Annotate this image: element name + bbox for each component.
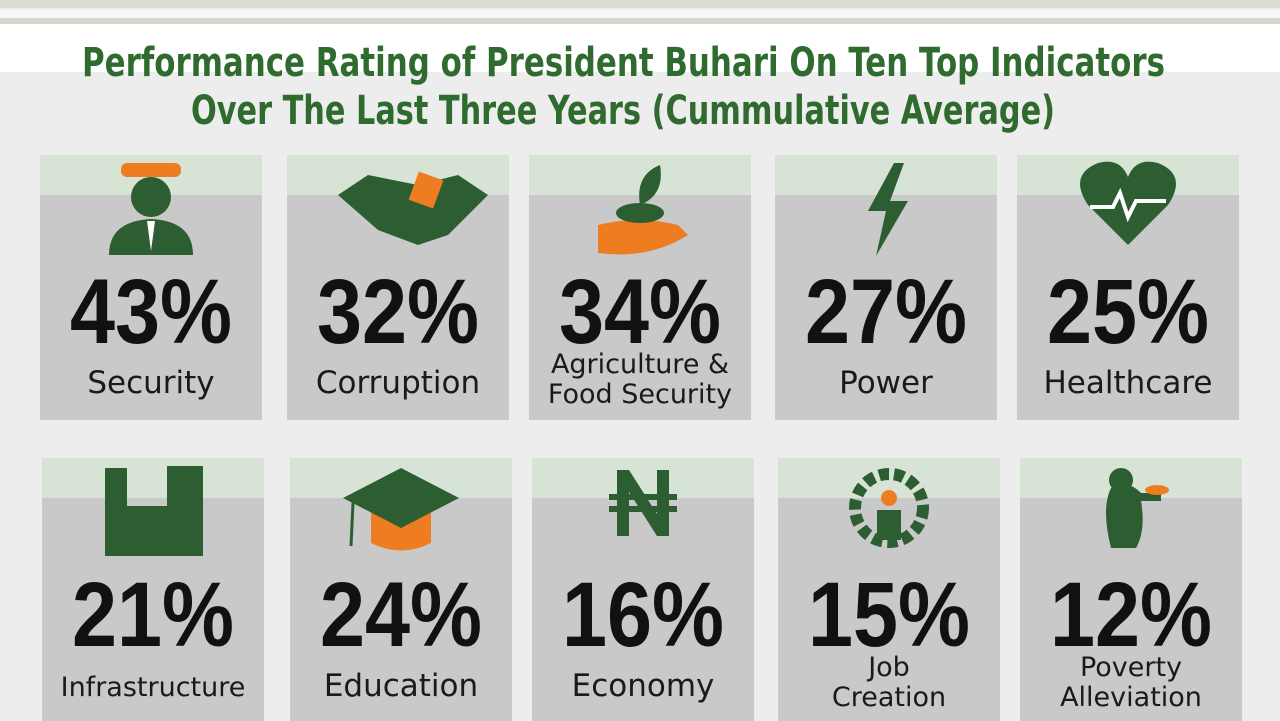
indicator-tile: 24%Education (290, 458, 512, 721)
indicator-tile: 34%Agriculture &Food Security (529, 155, 751, 420)
icon (131, 177, 171, 217)
indicator-label: Job (866, 652, 910, 683)
icon (105, 468, 127, 556)
indicator-label: Alleviation (1060, 682, 1202, 713)
icon (881, 490, 897, 506)
indicator-tile: 25%Healthcare (1017, 155, 1239, 420)
indicator-tile: 43%Security (40, 155, 262, 420)
icon (849, 468, 929, 548)
top-stripe (0, 0, 1280, 8)
percentage: 34% (559, 261, 721, 363)
icon (349, 502, 355, 547)
indicator-label: Creation (832, 682, 946, 713)
icon (868, 163, 908, 256)
icon (338, 175, 488, 245)
title-line: Performance Rating of President Buhari O… (82, 40, 1165, 86)
icon (609, 494, 677, 500)
percentage: 43% (70, 261, 232, 363)
top-stripe (0, 18, 1280, 24)
indicator-label: Agriculture & (551, 349, 729, 380)
indicator-label: Poverty (1080, 652, 1182, 683)
indicator-label: Corruption (316, 365, 480, 401)
title-line: Over The Last Three Years (Cummulative A… (191, 88, 1055, 134)
percentage: 27% (805, 261, 967, 363)
icon (343, 468, 459, 551)
icon (343, 468, 459, 528)
icon (105, 466, 203, 556)
icon (109, 163, 193, 255)
indicator-tile: 21% Infrastructure (42, 458, 264, 721)
percentage: 25% (1047, 261, 1209, 363)
indicator-label: Power (839, 365, 933, 401)
icon (616, 203, 664, 223)
icon (1090, 187, 1166, 223)
indicator-label: Healthcare (1044, 365, 1213, 401)
icon (617, 470, 669, 536)
icon (598, 165, 688, 255)
tile-body (42, 458, 264, 721)
percentage: 21% (72, 564, 234, 666)
indicator-tile: 27%Power (775, 155, 997, 420)
indicator-label: Food Security (548, 379, 732, 410)
icon (609, 470, 677, 536)
indicator-label: Infrastructure (61, 672, 246, 703)
icon (408, 171, 444, 209)
indicator-tile: 16%Economy (532, 458, 754, 721)
percentage: 24% (320, 564, 482, 666)
title-band (0, 24, 1280, 72)
icon (127, 506, 167, 556)
icon (147, 221, 155, 251)
icon (609, 506, 677, 512)
icon (167, 466, 203, 556)
icon (1106, 468, 1169, 548)
indicator-label: Economy (572, 668, 715, 704)
indicator-label: Security (87, 365, 214, 401)
icon (868, 163, 908, 256)
icon (338, 171, 488, 245)
icon (639, 165, 661, 205)
icon (1080, 161, 1176, 245)
top-stripe (0, 10, 1280, 18)
percentage: 16% (562, 564, 724, 666)
percentage: 15% (808, 564, 970, 666)
icon (371, 513, 431, 551)
icon (877, 510, 901, 540)
icon (849, 468, 929, 548)
indicator-label: Education (324, 668, 478, 704)
tile-band (42, 458, 264, 498)
icon (1106, 484, 1161, 548)
icon (598, 220, 688, 255)
icon (1080, 161, 1176, 245)
icon (1145, 485, 1169, 495)
percentage: 32% (317, 261, 479, 363)
percentage: 12% (1050, 564, 1212, 666)
tile-band (532, 458, 754, 498)
icon (121, 163, 181, 177)
indicator-tile: 32%Corruption (287, 155, 509, 420)
icon (1109, 468, 1133, 492)
